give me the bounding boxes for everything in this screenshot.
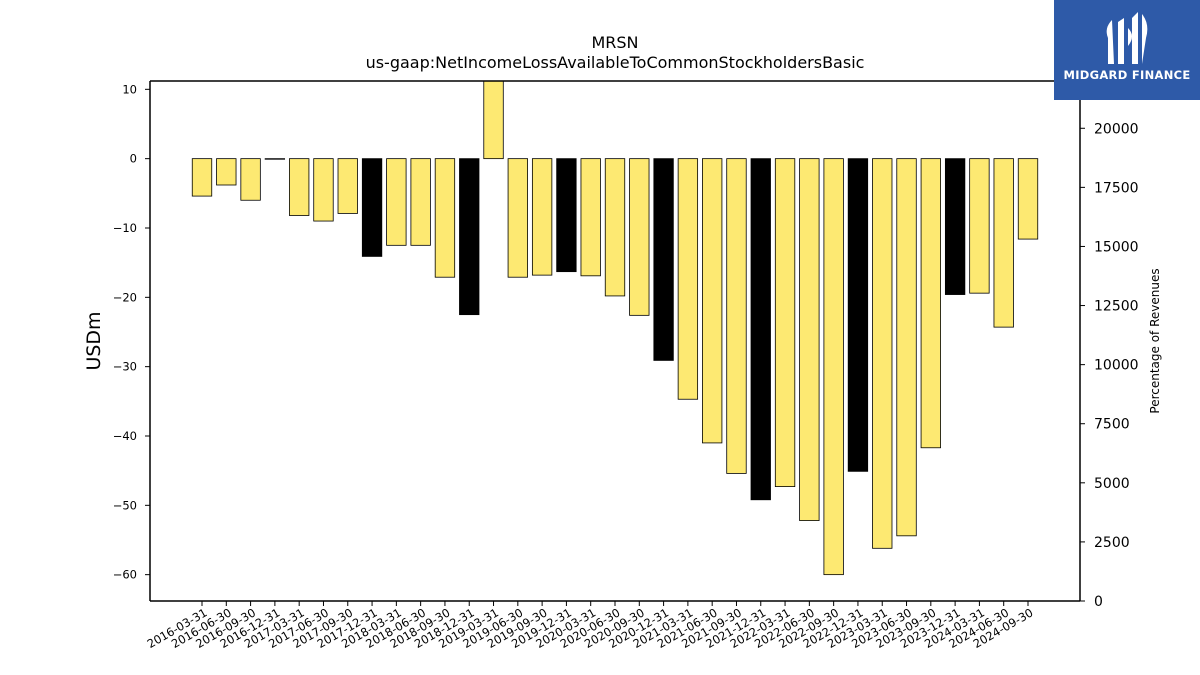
axes: 10 0 −10 −20 −30 −40 −50 −60 0 2500 5000 7500 10000 1… bbox=[113, 80, 1139, 651]
brand-logo-mark-icon bbox=[1106, 12, 1148, 64]
bar-2021-12-31 bbox=[750, 158, 771, 501]
bar-2019-03-31 bbox=[483, 81, 504, 160]
brand-logo: MIDGARD FINANCE bbox=[1054, 0, 1200, 100]
bar-2023-12-31 bbox=[944, 158, 966, 295]
y2-tick-label: 17500 bbox=[1094, 180, 1139, 196]
y-axis-label: USDm bbox=[83, 311, 105, 370]
bar-2018-03-31 bbox=[386, 158, 407, 246]
bar-2020-06-30 bbox=[604, 158, 626, 297]
bars bbox=[191, 81, 1039, 576]
bar-2018-06-30 bbox=[410, 158, 431, 246]
y2-tick-label: 0 bbox=[1094, 594, 1103, 610]
bar-2019-12-31 bbox=[556, 158, 577, 273]
bar-2022-03-31 bbox=[774, 158, 796, 488]
bar-2018-09-30 bbox=[434, 158, 456, 278]
bar-2023-06-30 bbox=[896, 158, 917, 537]
chart-title: MRSN bbox=[591, 33, 638, 52]
bar-2021-09-30 bbox=[726, 158, 747, 474]
bar-2024-03-31 bbox=[969, 158, 990, 294]
y-tick-label: −30 bbox=[113, 360, 137, 374]
bar-2020-09-30 bbox=[629, 158, 650, 316]
bar-2016-03-31 bbox=[191, 158, 213, 197]
bar-2017-06-30 bbox=[313, 158, 334, 222]
bar-2023-03-31 bbox=[872, 158, 893, 549]
bar-2021-03-31 bbox=[677, 158, 699, 400]
bar-2022-12-31 bbox=[847, 158, 869, 472]
bar-2016-09-30 bbox=[240, 158, 261, 201]
bar-2019-06-30 bbox=[507, 158, 528, 278]
brand-logo-text: MIDGARD FINANCE bbox=[1063, 68, 1191, 82]
y2-tick-label: 10000 bbox=[1094, 358, 1139, 374]
y2-tick-label: 20000 bbox=[1094, 121, 1139, 137]
y2-axis-label: Percentage of Revenues bbox=[1148, 268, 1162, 413]
bar-2024-09-30 bbox=[1017, 158, 1039, 240]
chart-title-group: MRSN us-gaap:NetIncomeLossAvailableToCom… bbox=[366, 33, 865, 72]
chart-subtitle: us-gaap:NetIncomeLossAvailableToCommonSt… bbox=[366, 53, 865, 72]
bar-2016-12-31 bbox=[264, 158, 286, 160]
y-tick-label: −40 bbox=[113, 429, 137, 443]
y-tick-label: −20 bbox=[113, 290, 137, 304]
bar-2024-06-30 bbox=[993, 158, 1014, 328]
y-tick-label: 10 bbox=[122, 82, 137, 96]
y-tick-label: −10 bbox=[113, 221, 137, 235]
bar-2022-06-30 bbox=[799, 158, 820, 521]
bar-2020-03-31 bbox=[580, 158, 601, 277]
bar-group bbox=[191, 81, 1039, 576]
y-tick-label: −60 bbox=[113, 568, 137, 582]
y2-tick-label: 12500 bbox=[1094, 299, 1139, 315]
bar-2017-03-31 bbox=[289, 158, 310, 216]
bar-2019-09-30 bbox=[531, 158, 553, 276]
y2-tick-label: 5000 bbox=[1094, 476, 1130, 492]
y-tick-label: 0 bbox=[130, 152, 137, 166]
y2-tick-label: 15000 bbox=[1094, 239, 1139, 255]
bar-2016-06-30 bbox=[216, 158, 237, 186]
y2-tick-label: 7500 bbox=[1094, 417, 1130, 433]
bar-2017-09-30 bbox=[337, 158, 358, 214]
bar-2018-12-31 bbox=[459, 158, 480, 316]
bar-2021-06-30 bbox=[702, 158, 723, 444]
y-tick-label: −50 bbox=[113, 498, 137, 512]
bar-2020-12-31 bbox=[653, 158, 674, 361]
y2-tick-label: 2500 bbox=[1094, 535, 1130, 551]
bar-2023-09-30 bbox=[920, 158, 941, 449]
bar-2017-12-31 bbox=[361, 158, 383, 257]
bar-2022-09-30 bbox=[823, 158, 844, 576]
